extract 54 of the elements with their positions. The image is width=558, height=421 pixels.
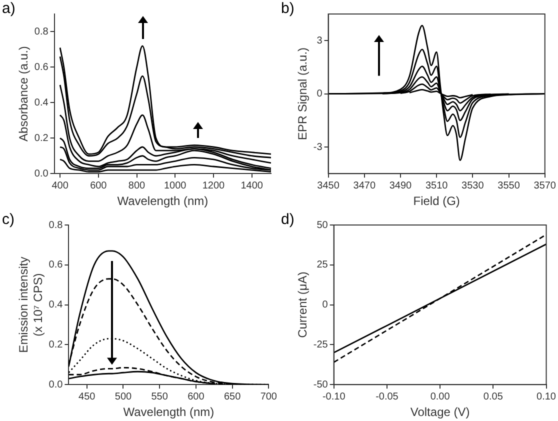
x-tick-label: 450 [78,391,96,402]
chart-title: c) [2,211,14,228]
x-axis-title: Wavelength (nm) [117,194,208,208]
chart-title: d) [281,211,294,228]
x-tick-label: 600 [188,391,205,402]
x-tick-label: 3470 [353,180,376,192]
x-tick-label: 3450 [317,180,340,192]
y-tick-label: -50 [313,379,328,390]
y-tick-label: 0.0 [34,168,49,180]
y-tick-label: 0.2 [48,339,64,350]
x-tick-label: 500 [114,391,132,402]
x-tick-label: 0.05 [483,391,504,402]
y-tick-label: 50 [316,220,328,231]
x-axis-title: Voltage (V) [410,405,470,420]
x-tick-label: 1400 [240,180,264,192]
x-tick-label: 650 [224,391,242,402]
y-tick-label: 0 [322,300,328,311]
x-tick-label: -0.10 [322,391,346,402]
y-axis-title: EPR Signal (a.u.) [296,47,310,140]
y-axis-title: Absorbance (a.u.) [16,46,31,142]
x-tick-label: 700 [260,391,278,402]
y-axis-title: Current (μA) [296,272,310,338]
x-tick-label: 400 [52,180,69,192]
x-tick-label: 3510 [425,180,448,192]
chart-title: a) [2,0,16,17]
x-tick-label: -0.05 [376,391,399,402]
x-tick-label: 3530 [462,180,484,192]
x-tick-label: 800 [128,180,146,192]
x-tick-label: 0.00 [430,391,450,402]
y-tick-label: 0.6 [34,62,49,73]
y-tick-label: 3 [316,35,323,46]
y-tick-label: -3 [313,142,323,153]
y-tick-label: 0.4 [34,97,49,108]
y-tick-label: 0.2 [34,132,49,144]
x-tick-label: 3570 [534,180,556,192]
x-tick-label: 3550 [498,180,520,192]
x-tick-label: 1200 [202,180,226,192]
y-tick-label: 0.0 [48,379,64,390]
x-tick-label: 550 [151,391,168,402]
chart-title: b) [281,0,294,17]
y-axis-title: Emission intensity (x 10⁷ CPS) [16,256,45,353]
y-tick-label: 0.4 [48,300,64,311]
y-tick-label: 25 [316,260,328,271]
x-axis-title: Wavelength (nm) [123,405,214,420]
x-tick-label: 600 [90,180,108,192]
x-tick-label: 3490 [389,180,412,192]
y-tick-label: -25 [313,339,328,350]
y-tick-label: 0 [316,88,323,100]
y-tick-label: 0.8 [48,220,64,231]
x-axis-title: Field (G) [413,194,460,208]
y-tick-label: 0.6 [48,260,64,271]
x-tick-label: 0.10 [536,391,556,402]
y-tick-label: 0.8 [34,26,49,38]
x-tick-label: 1000 [164,180,187,192]
